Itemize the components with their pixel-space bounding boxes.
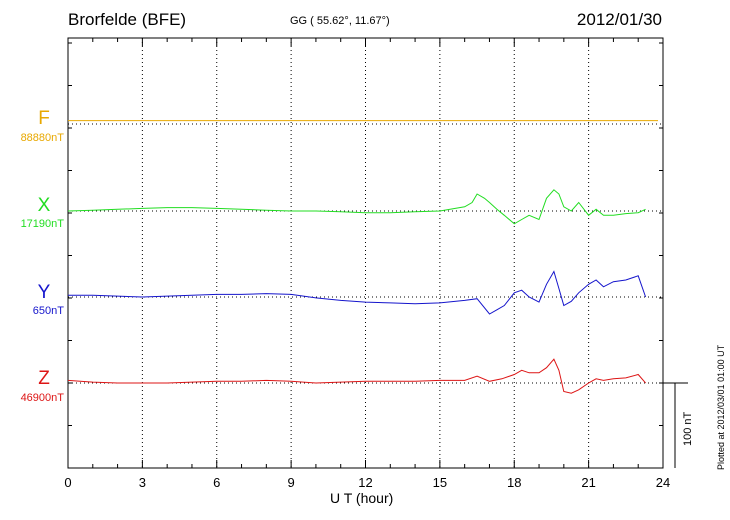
series-label-f: F [38,108,50,129]
x-tick-label: 6 [213,475,220,490]
series-lines [67,120,658,394]
coordinates-label: GG ( 55.62°, 11.67°) [290,15,390,27]
series-label-z: Z [38,368,50,389]
date-label: 2012/01/30 [576,10,662,29]
series-baseline-f: 88880nT [20,132,64,144]
series-line-z [67,358,646,394]
series-label-y: Y [37,282,51,303]
x-axis-label: U T (hour) [330,490,394,506]
x-tick-label: 0 [64,475,71,490]
x-tick-label: 12 [358,475,372,490]
station-title: Brorfelde (BFE) [68,10,187,29]
grid [68,38,663,468]
x-tick-label: 3 [139,475,146,490]
series-baseline-y: 650nT [32,305,64,317]
axis-ticks: 0 3 6 9 12 15 18 21 24 [64,38,670,490]
x-tick-label: 24 [656,475,670,490]
series-line-y [68,270,647,315]
scale-bar-label: 100 nT [682,411,694,446]
x-tick-label: 9 [288,475,295,490]
series-line-x [67,189,646,225]
x-tick-label: 18 [507,475,521,490]
series-baseline-z: 46900nT [20,392,64,404]
plotted-timestamp: Plotted at 2012/03/01 01:00 UT [716,344,726,470]
series-baseline-x: 17190nT [20,218,64,230]
series-label-x: X [37,195,51,216]
x-tick-label: 15 [433,475,447,490]
x-tick-label: 21 [581,475,595,490]
